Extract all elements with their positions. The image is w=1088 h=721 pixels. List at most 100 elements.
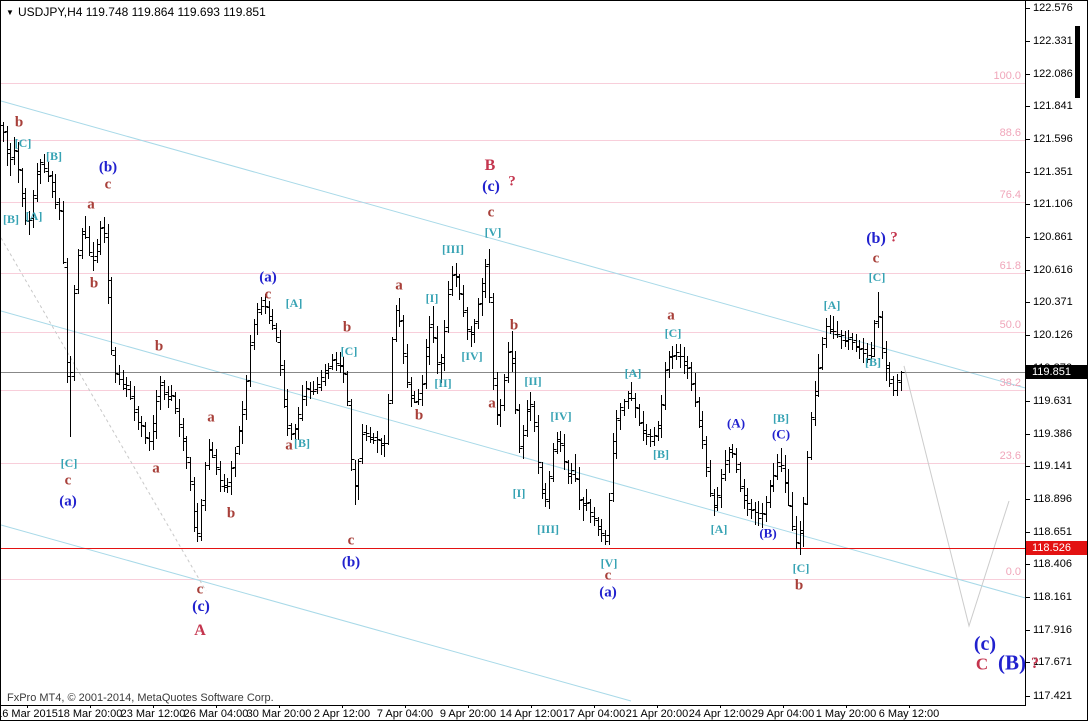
wave-label: [II] (524, 374, 542, 388)
wave-label: a (395, 277, 403, 294)
time-label: 1 May 20:00 (815, 708, 877, 720)
wave-label: b (154, 338, 164, 355)
y-tick-label: 118.161 (1033, 590, 1072, 603)
wave-label: c (64, 472, 72, 489)
wave-label: b (226, 505, 236, 522)
y-tick-label: 119.141 (1033, 460, 1072, 473)
y-tick-label: 120.861 (1033, 230, 1073, 243)
fib-level-label: 61.8 (999, 260, 1021, 272)
y-tick-label: 121.106 (1033, 198, 1073, 211)
fib-level-label: 100.0 (993, 70, 1021, 82)
time-label: 14 Apr 12:00 (499, 708, 563, 720)
y-tick-label: 121.841 (1033, 100, 1073, 113)
wave-label: (a) (599, 584, 617, 601)
x-tick-mark (783, 705, 784, 708)
wave-label: c (604, 567, 612, 584)
y-tick-label: 119.631 (1033, 394, 1072, 407)
chart-plot-area[interactable]: ▼ USDJPY,H4 119.748 119.864 119.693 119.… (1, 1, 1026, 706)
wave-label: B (484, 157, 496, 174)
wave-label: a (667, 307, 675, 324)
y-tick-mark (1026, 270, 1030, 271)
wave-label: c (347, 532, 355, 549)
wave-label: ? (1031, 655, 1039, 672)
wave-label: a (207, 409, 215, 426)
wave-label: (b) (341, 554, 361, 571)
y-tick-mark (1026, 564, 1030, 565)
wave-label: [V] (484, 225, 502, 239)
y-tick-label: 121.351 (1033, 165, 1073, 178)
wave-label: [B] (773, 411, 789, 425)
x-tick-mark (846, 705, 847, 708)
wave-label: b (342, 319, 352, 336)
time-label: 17 Apr 04:00 (562, 708, 626, 720)
y-tick-label: 120.616 (1033, 263, 1073, 276)
x-tick-mark (909, 705, 910, 708)
y-tick-mark (1026, 335, 1030, 336)
price-scale-thumb[interactable] (1075, 26, 1080, 98)
wave-label: [A] (624, 366, 642, 380)
wave-label: [B] (865, 355, 881, 369)
x-tick-mark (342, 705, 343, 708)
wave-label: [I] (425, 291, 439, 305)
alert-price-badge: 118.526 (1026, 541, 1087, 556)
time-label: 7 Apr 04:00 (376, 708, 434, 720)
y-tick-mark (1026, 401, 1030, 402)
current-price-badge: 119.851 (1026, 364, 1087, 379)
wave-label: b (794, 577, 804, 594)
y-tick-label: 120.126 (1033, 328, 1073, 341)
wave-label: c (487, 204, 495, 221)
price-chart-canvas[interactable] (1, 1, 1025, 705)
time-label: 16 Mar 2015 (0, 708, 58, 720)
wave-label: [C] (792, 561, 810, 575)
wave-label: c (104, 176, 112, 193)
time-axis[interactable]: 16 Mar 2015 18 Mar 20:00 23 Mar 12:00 26 Ma… (0, 705, 1025, 720)
wave-label: [A] (710, 522, 728, 536)
wave-label: b (14, 114, 24, 131)
wave-label: (a) (59, 493, 77, 510)
wave-label: (B) (998, 650, 1026, 675)
time-label: 6 May 12:00 (878, 708, 940, 720)
wave-label: [IV] (461, 349, 483, 363)
symbol-dropdown-icon[interactable]: ▼ (6, 8, 14, 17)
time-label: 9 Apr 20:00 (439, 708, 497, 720)
wave-label: ? (890, 229, 898, 246)
y-tick-mark (1026, 139, 1030, 140)
wave-label: (C) (771, 426, 791, 442)
time-label: 21 Apr 20:00 (625, 708, 689, 720)
x-tick-mark (279, 705, 280, 708)
wave-label: [C] (664, 326, 682, 340)
wave-label: C (975, 654, 989, 674)
wave-label: (b) (866, 230, 886, 247)
fib-level-label: 23.6 (999, 450, 1021, 462)
wave-label: (c) (192, 598, 210, 615)
wave-label: a (152, 460, 160, 477)
wave-label: [C] (60, 456, 78, 470)
y-tick-mark (1026, 204, 1030, 205)
ohlc-bars (1, 122, 905, 555)
wave-label: b (414, 407, 424, 424)
x-tick-mark (468, 705, 469, 708)
fib-level-label: 0.0 (1005, 566, 1021, 578)
time-label: 26 Mar 04:00 (183, 708, 249, 720)
y-tick-label: 121.596 (1033, 132, 1073, 145)
time-label: 30 Mar 20:00 (246, 708, 312, 720)
x-tick-mark (216, 705, 217, 708)
wave-label: b (509, 317, 519, 334)
wave-label: b (89, 275, 99, 292)
wave-label: A (194, 622, 206, 639)
time-label: 2 Apr 12:00 (313, 708, 371, 720)
wave-label: a (488, 395, 496, 412)
y-tick-mark (1026, 499, 1030, 500)
y-tick-mark (1026, 302, 1030, 303)
wave-label: a (87, 196, 95, 213)
wave-label: a (285, 437, 293, 454)
x-tick-mark (405, 705, 406, 708)
y-tick-mark (1026, 466, 1030, 467)
y-tick-label: 118.896 (1033, 492, 1072, 505)
y-tick-label: 117.421 (1033, 689, 1072, 702)
y-tick-mark (1026, 662, 1030, 663)
wave-label: [V] (600, 556, 618, 570)
wave-label: (c) (973, 633, 997, 655)
price-axis[interactable]: 122.576 122.331 122.086 121.841 121.596 121.3… (1026, 1, 1087, 705)
